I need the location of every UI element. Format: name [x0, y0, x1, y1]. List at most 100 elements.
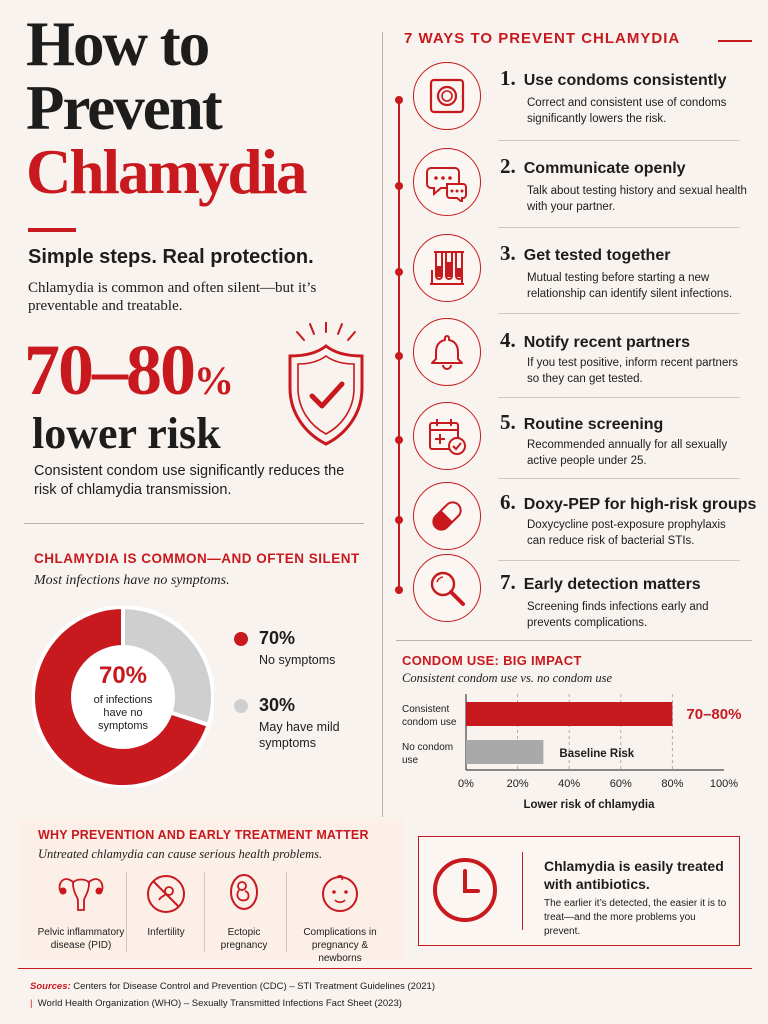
chart-x-tick-label: 100%	[710, 778, 738, 790]
chart-x-tick-label: 60%	[610, 778, 632, 790]
chart-category-label: Consistent condom use	[402, 704, 457, 728]
ways-section-title: 7 WAYS TO PREVENT CHLAMYDIA	[404, 30, 681, 47]
way-item-3: 3. Get tested together Mutual testing be…	[500, 241, 747, 302]
chart-x-tick-label: 80%	[661, 778, 683, 790]
way-title: Early detection matters	[523, 576, 701, 593]
source-who: World Health Organization (WHO) – Sexual…	[37, 998, 402, 1009]
timeline-dot	[395, 352, 403, 360]
title-underline	[28, 228, 76, 232]
treatment-divider	[522, 852, 523, 930]
chart-subtitle: Consistent condom use vs. no condom use	[402, 671, 613, 685]
intro-text: Chlamydia is common and often silent—but…	[28, 280, 317, 314]
ways-title-rule	[718, 40, 752, 42]
way-item-6: 6. Doxy-PEP for high-risk groups Doxycyc…	[500, 490, 756, 549]
way-title: Communicate openly	[523, 160, 686, 177]
way-icon-frame	[413, 62, 481, 130]
way-number: 4.	[500, 328, 516, 352]
way-description: Doxycycline post-exposure prophylaxis ca…	[527, 519, 726, 547]
way-icon-frame	[413, 148, 481, 216]
why-section-subtitle: Untreated chlamydia can cause serious he…	[38, 847, 323, 861]
sources: Sources: Centers for Disease Control and…	[30, 978, 435, 1012]
treatment-title: Chlamydia is easily treated with antibio…	[544, 858, 724, 892]
why-item-label: Ectopic pregnancy	[220, 927, 268, 951]
chart-x-axis-label: Lower risk of chlamydia	[523, 799, 655, 811]
big-stat-percent: %	[194, 358, 234, 403]
ways-timeline	[398, 98, 400, 590]
why-item-ectopic: Ectopic pregnancy	[208, 870, 280, 952]
chart-bar	[466, 740, 544, 764]
chart-category-label: No condom use	[402, 742, 453, 766]
way-number: 2.	[500, 154, 516, 178]
title-line-3: Chlamydia	[26, 137, 308, 207]
footer-rule	[18, 968, 752, 969]
way-title: Notify recent partners	[523, 334, 691, 351]
why-item-complications: Complications in pregnancy & newborns	[290, 870, 390, 965]
timeline-dot	[395, 516, 403, 524]
way-title: Get tested together	[523, 247, 671, 264]
title-line-1: How to	[26, 9, 210, 79]
source-marker: |	[30, 998, 33, 1009]
way-icon-frame	[413, 318, 481, 386]
clock-icon	[433, 858, 497, 922]
big-stat-description: Consistent condom use significantly redu…	[34, 463, 345, 498]
why-matter-panel	[18, 818, 404, 960]
way-number: 3.	[500, 241, 516, 265]
chart-x-tick-label: 40%	[558, 778, 580, 790]
way-item-2: 2. Communicate openly Talk about testing…	[500, 154, 747, 215]
why-separator	[126, 872, 127, 952]
donut-center-pct: 70%	[98, 662, 148, 689]
common-section-title: CHLAMYDIA IS COMMON—AND OFTEN SILENT	[34, 551, 360, 566]
chart-x-tick-label: 20%	[507, 778, 529, 790]
calendar-icon	[429, 419, 466, 455]
bell-icon	[431, 335, 463, 370]
sources-label: Sources:	[30, 981, 71, 992]
section-divider	[24, 523, 364, 524]
chart-bar-label: 70–80%	[686, 706, 741, 723]
legend-label: May have mild symptoms	[259, 720, 340, 750]
donut-center: 70% of infections have no symptoms	[73, 662, 173, 733]
test-tubes-icon	[430, 251, 464, 285]
infertility-icon	[147, 875, 185, 913]
why-item-label: Pelvic inflammatory disease (PID)	[37, 927, 125, 951]
way-item-5: 5. Routine screening Recommended annuall…	[500, 410, 747, 469]
way-separator	[498, 140, 740, 141]
source-line-1: Sources: Centers for Disease Control and…	[30, 978, 435, 995]
way-separator	[498, 560, 740, 561]
timeline-dot	[395, 436, 403, 444]
way-item-4: 4. Notify recent partners If you test po…	[500, 328, 747, 387]
big-stat-number: 70–80	[24, 330, 196, 410]
way-number: 1.	[500, 66, 516, 90]
way-icon-frame	[413, 482, 481, 550]
why-separator	[286, 872, 287, 952]
shield-check-icon	[288, 322, 364, 446]
timeline-dot	[395, 182, 403, 190]
way-separator	[498, 478, 740, 479]
why-item-infertility: Infertility	[132, 870, 200, 939]
way-description: Correct and consistent use of condoms si…	[527, 97, 727, 125]
magnifier-icon	[430, 571, 465, 606]
big-stat-label: lower risk	[32, 409, 221, 458]
source-cdc: Centers for Disease Control and Preventi…	[73, 981, 435, 992]
title-line-2: Prevent	[26, 73, 223, 143]
donut-center-label: of infections have no symptoms	[93, 694, 153, 732]
way-title: Routine screening	[523, 416, 664, 433]
chart-title: CONDOM USE: BIG IMPACT	[402, 653, 582, 668]
way-number: 7.	[500, 570, 516, 594]
why-item-pid: Pelvic inflammatory disease (PID)	[36, 870, 126, 952]
tagline: Simple steps. Real protection.	[28, 246, 314, 268]
condom-icon	[429, 78, 465, 114]
chart-top-rule	[396, 640, 752, 641]
legend-gray-dot	[234, 698, 248, 713]
why-section-title: WHY PREVENTION AND EARLY TREATMENT MATTE…	[38, 828, 369, 842]
legend-pct: 70%	[259, 628, 296, 648]
chat-icon	[426, 167, 467, 202]
baby-icon	[322, 874, 358, 912]
treatment-description: The earlier it’s detected, the easier it…	[544, 898, 727, 937]
ectopic-pregnancy-icon	[230, 874, 258, 910]
way-separator	[498, 313, 740, 314]
legend-red-dot	[234, 631, 248, 646]
why-item-label: Infertility	[147, 927, 185, 938]
way-title: Use condoms consistently	[523, 72, 727, 89]
column-divider	[382, 32, 383, 817]
way-title: Doxy-PEP for high-risk groups	[523, 496, 757, 513]
